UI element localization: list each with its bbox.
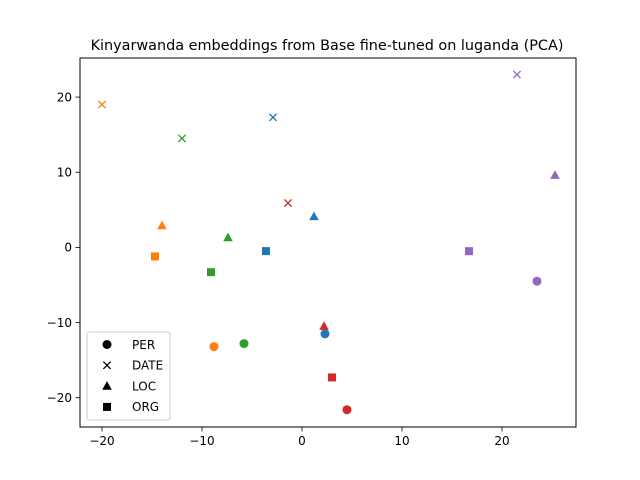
- legend-marker-per: [102, 340, 112, 349]
- data-point-orange-date: [97, 100, 107, 109]
- data-point-orange-org: [151, 252, 159, 261]
- x-tick-label: 10: [394, 434, 409, 448]
- legend-marker-org: [103, 402, 111, 411]
- legend-label: LOC: [132, 379, 156, 393]
- legend-marker-loc: [102, 381, 112, 390]
- data-point-green-loc: [223, 232, 233, 242]
- data-point-purple-per: [532, 276, 542, 286]
- data-point-green-org: [207, 268, 215, 277]
- data-point-purple-org: [465, 247, 473, 256]
- x-axis: −20 −10 0 10 20: [89, 427, 510, 448]
- x-tick-label: −20: [89, 434, 114, 448]
- x-tick-label: −10: [189, 434, 214, 448]
- data-point-blue-date: [268, 113, 278, 122]
- data-points: [97, 70, 560, 415]
- y-tick-label: 0: [64, 241, 72, 255]
- data-point-orange-loc: [157, 220, 167, 230]
- data-point-green-date: [177, 134, 187, 143]
- y-tick-label: 10: [57, 166, 72, 180]
- data-point-blue-loc: [309, 211, 319, 221]
- legend-label: DATE: [132, 359, 163, 373]
- x-tick-label: 0: [298, 434, 306, 448]
- legend: PER DATE LOC ORG: [86, 331, 171, 421]
- data-point-orange-per: [209, 342, 219, 352]
- chart-title: Kinyarwanda embeddings from Base fine-tu…: [91, 38, 564, 54]
- data-point-purple-date: [512, 70, 522, 79]
- y-tick-label: −20: [47, 391, 72, 405]
- data-point-red-org: [328, 373, 336, 382]
- legend-box: [86, 331, 171, 421]
- legend-label: PER: [132, 338, 155, 352]
- data-point-blue-per: [320, 329, 330, 339]
- legend-marker-date: [102, 361, 112, 370]
- data-point-red-per: [342, 405, 352, 415]
- data-point-blue-org: [262, 247, 270, 256]
- y-tick-label: −10: [47, 316, 72, 330]
- data-point-purple-loc: [550, 170, 560, 179]
- y-axis: −20 −10 0 10 20: [47, 90, 80, 405]
- legend-label: ORG: [132, 400, 159, 414]
- y-tick-label: 20: [57, 90, 72, 104]
- data-point-green-per: [239, 339, 249, 349]
- data-point-red-date: [283, 198, 293, 208]
- data-point-red-loc: [319, 321, 329, 330]
- x-tick-label: 20: [494, 434, 509, 448]
